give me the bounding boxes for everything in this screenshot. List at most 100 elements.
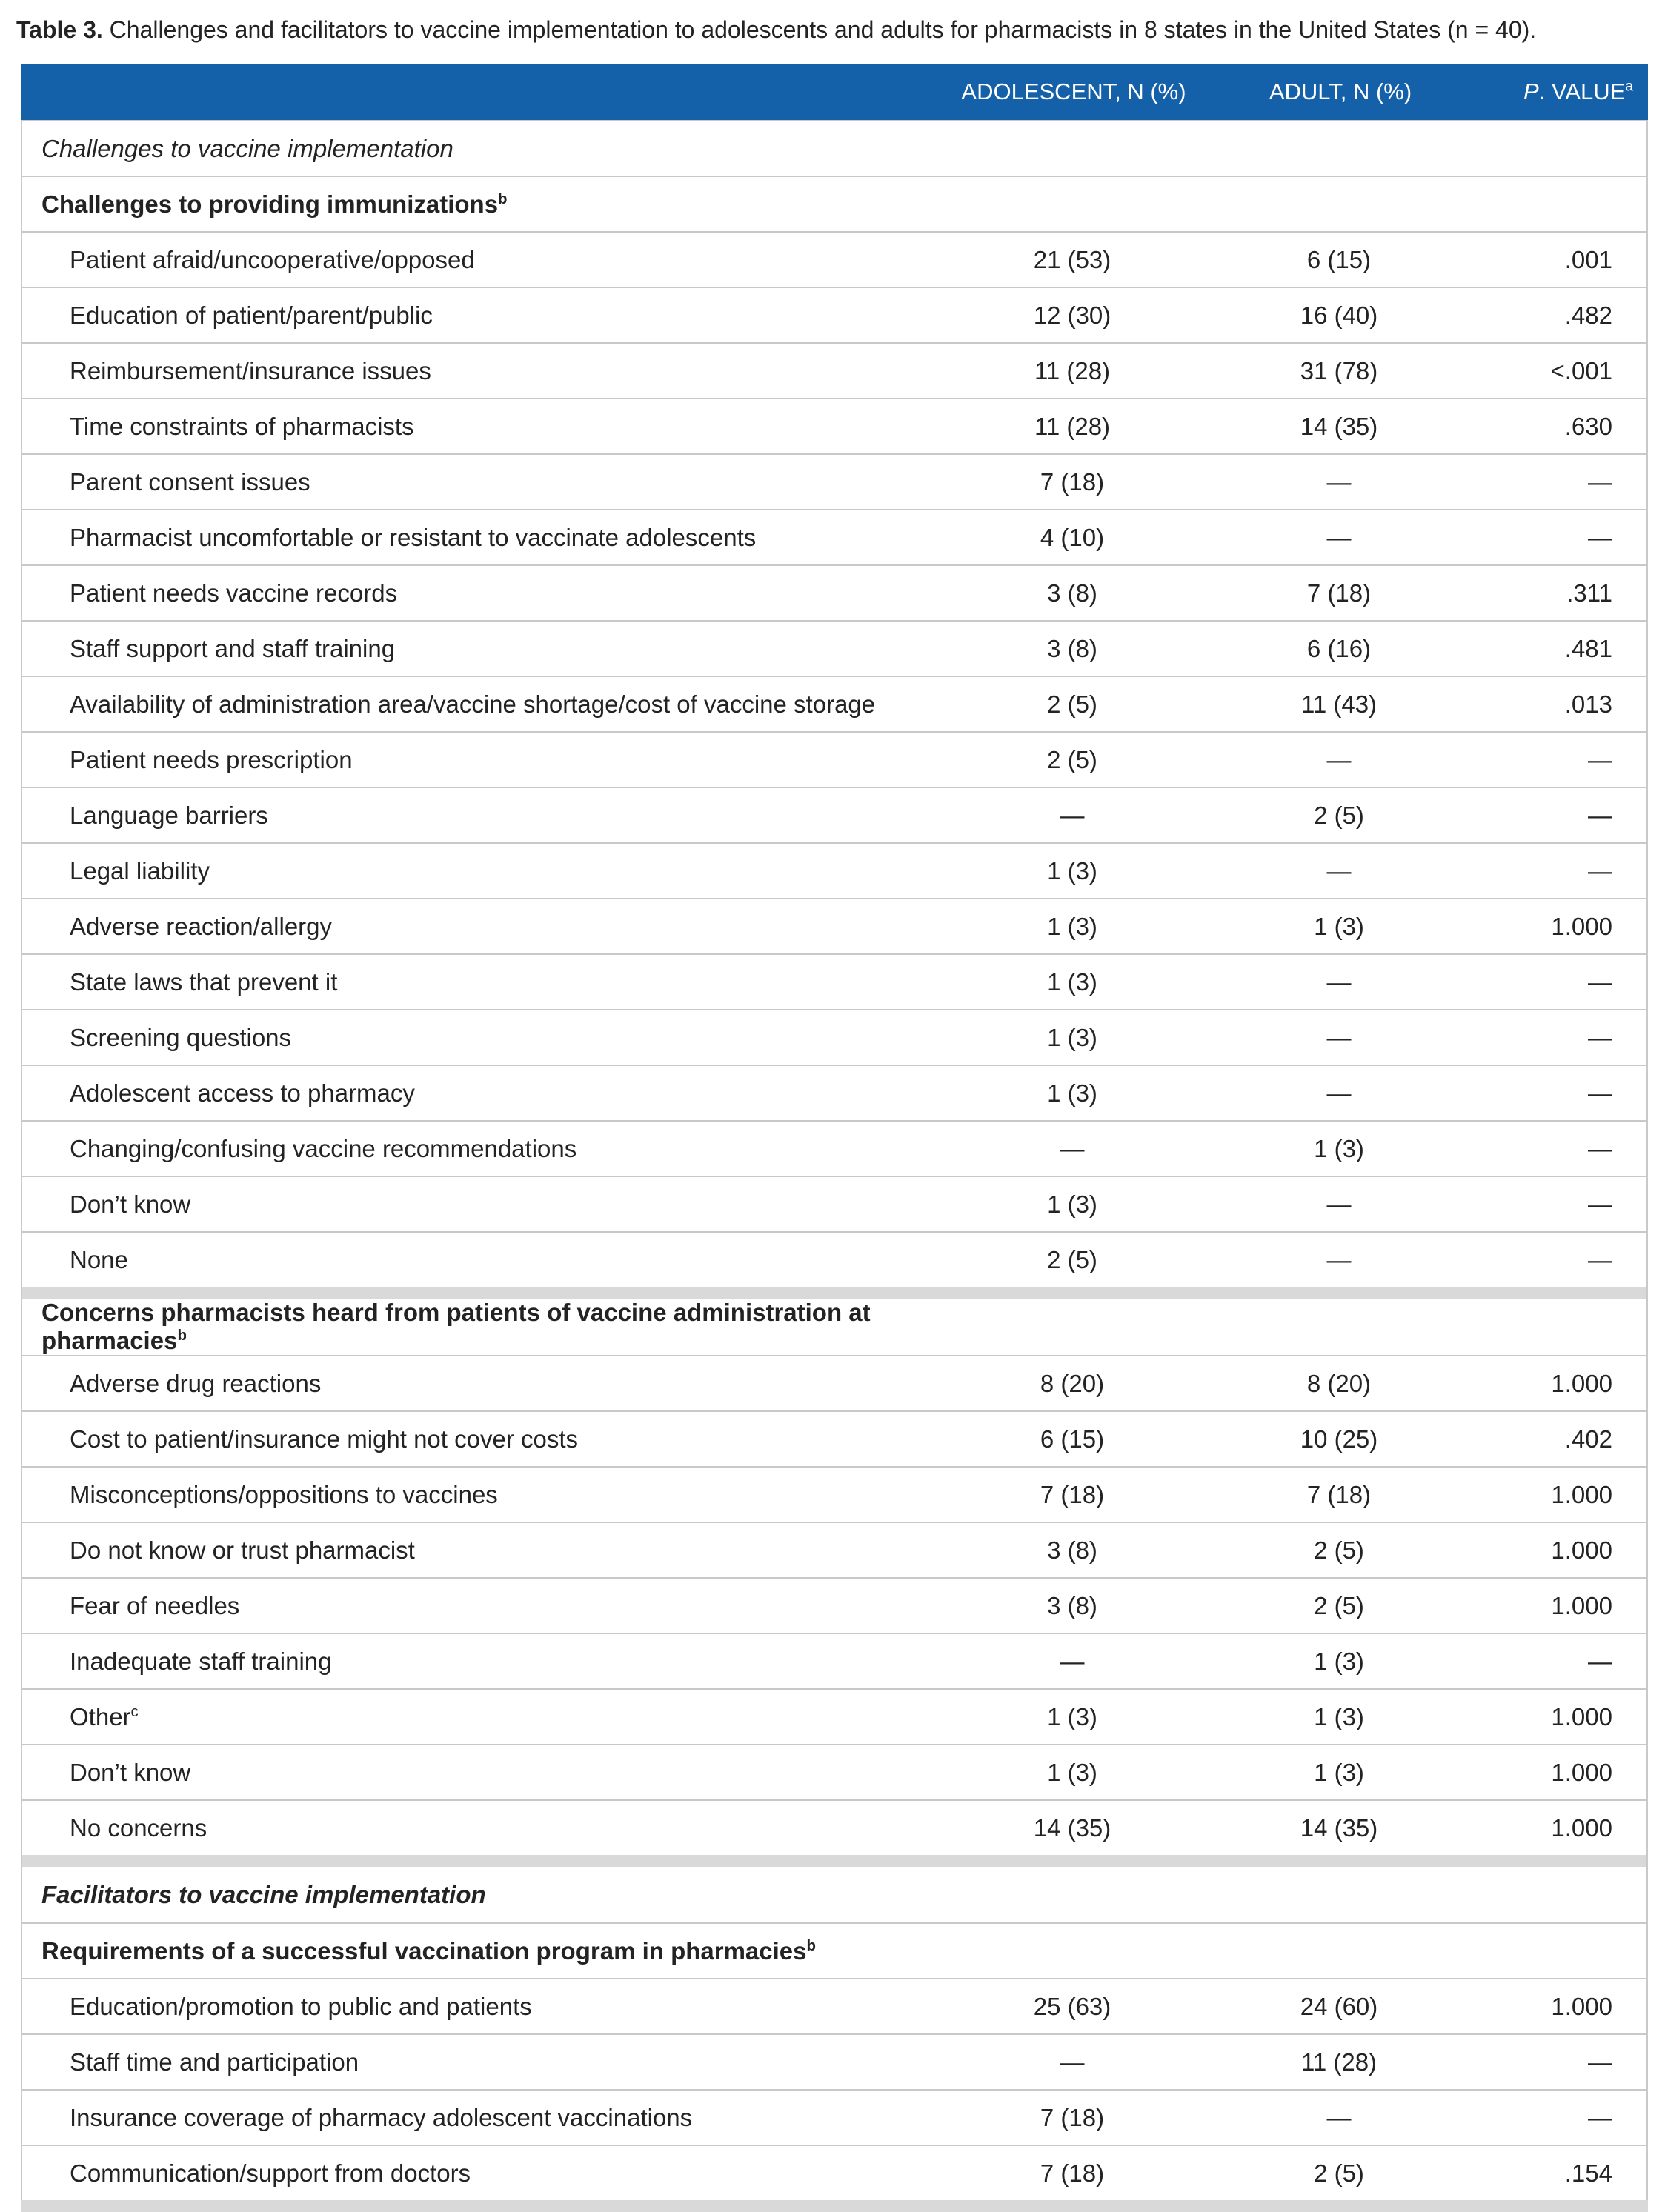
row-label: Adolescent access to pharmacy bbox=[70, 1079, 415, 1107]
row-label: Communication/support from doctors bbox=[70, 2159, 471, 2187]
adolescent-value: 3 (8) bbox=[1047, 579, 1097, 607]
pvalue-value: 1.000 bbox=[1551, 1758, 1612, 1786]
adult-value: 24 (60) bbox=[1300, 1992, 1378, 2020]
adult-value: — bbox=[1326, 1023, 1352, 1051]
pvalue-value: 1.000 bbox=[1551, 1480, 1612, 1508]
pvalue-value: 1.000 bbox=[1551, 1992, 1612, 2020]
row-label: Legal liability bbox=[70, 856, 210, 885]
row-label: Concerns pharmacists heard from patients… bbox=[41, 1299, 871, 1354]
row-label-superscript: b bbox=[806, 1936, 816, 1954]
adult-value: — bbox=[1326, 1190, 1352, 1218]
pvalue-value: — bbox=[1588, 801, 1612, 829]
table-row: Education/promotion to public and patien… bbox=[22, 1978, 1646, 2033]
adult-value: 2 (5) bbox=[1314, 1591, 1364, 1619]
row-label: Cost to patient/insurance might not cove… bbox=[70, 1425, 579, 1453]
adult-value: 6 (16) bbox=[1306, 634, 1372, 662]
adolescent-value: 8 (20) bbox=[1040, 1369, 1105, 1397]
adult-value: 7 (18) bbox=[1306, 579, 1372, 607]
row-label: Otherc bbox=[70, 1702, 139, 1730]
pvalue-value: — bbox=[1588, 2103, 1612, 2131]
adolescent-value: 1 (3) bbox=[1047, 856, 1097, 885]
adult-value: — bbox=[1326, 467, 1352, 496]
table-row: Patient needs prescription 2 (5) — — bbox=[22, 731, 1646, 787]
col-header-pvalue: P. VALUEa bbox=[1478, 79, 1648, 105]
section-divider bbox=[22, 1287, 1646, 1299]
table-row: Don’t know 1 (3) 1 (3) 1.000 bbox=[22, 1744, 1646, 1799]
adult-value: — bbox=[1326, 1079, 1352, 1107]
table-row: State laws that prevent it 1 (3) — — bbox=[22, 953, 1646, 1009]
adult-value: 2 (5) bbox=[1314, 801, 1364, 829]
adult-value: 2 (5) bbox=[1314, 2159, 1364, 2187]
pvalue-value: .001 bbox=[1564, 245, 1612, 273]
adult-value: 14 (35) bbox=[1300, 1813, 1378, 1842]
pvalue-value: 1.000 bbox=[1551, 1813, 1612, 1842]
adolescent-value: 1 (3) bbox=[1047, 1758, 1097, 1786]
pvalue-value: .311 bbox=[1566, 579, 1612, 607]
table-row: Adverse reaction/allergy 1 (3) 1 (3) 1.000 bbox=[22, 898, 1646, 953]
data-table: ADOLESCENT, N (%) ADULT, N (%) P. VALUEa… bbox=[21, 64, 1648, 2212]
row-label: Patient afraid/uncooperative/opposed bbox=[70, 245, 475, 273]
pvalue-value: 1.000 bbox=[1551, 1702, 1612, 1730]
adolescent-value: 11 (28) bbox=[1034, 412, 1111, 440]
adolescent-value: 25 (63) bbox=[1033, 1992, 1111, 2020]
adult-value: 11 (28) bbox=[1300, 2048, 1377, 2076]
table-row: Inadequate staff training — 1 (3) — bbox=[22, 1633, 1646, 1688]
pvalue-value: — bbox=[1588, 1079, 1612, 1107]
adult-value: — bbox=[1326, 523, 1352, 551]
pvalue-value: .013 bbox=[1564, 690, 1612, 718]
row-label: Fear of needles bbox=[70, 1591, 240, 1619]
row-label: Language barriers bbox=[70, 801, 268, 829]
row-label: Staff support and staff training bbox=[70, 634, 396, 662]
table-number: Table 3. bbox=[16, 16, 103, 43]
row-label: Screening questions bbox=[70, 1023, 292, 1051]
adolescent-value: 2 (5) bbox=[1047, 690, 1097, 718]
row-label: None bbox=[70, 1245, 128, 1273]
table-row: Misconceptions/oppositions to vaccines 7 … bbox=[22, 1466, 1646, 1522]
table-row: No concerns 14 (35) 14 (35) 1.000 bbox=[22, 1799, 1646, 1855]
pvalue-value: — bbox=[1588, 856, 1612, 885]
adolescent-value: 1 (3) bbox=[1047, 1190, 1097, 1218]
adolescent-value: 6 (15) bbox=[1040, 1425, 1105, 1453]
adolescent-value: — bbox=[1060, 2048, 1085, 2076]
adult-value: — bbox=[1326, 967, 1352, 996]
table-row: Time constraints of pharmacists 11 (28) 14… bbox=[22, 398, 1646, 453]
adult-value: — bbox=[1326, 856, 1352, 885]
pvalue-value: .630 bbox=[1564, 412, 1612, 440]
row-label-superscript: c bbox=[130, 1702, 139, 1720]
adult-value: 31 (78) bbox=[1300, 356, 1378, 384]
adolescent-value: 2 (5) bbox=[1047, 745, 1097, 773]
adult-value: 7 (18) bbox=[1306, 1480, 1372, 1508]
pvalue-value: — bbox=[1588, 1190, 1612, 1218]
adolescent-value: 2 (5) bbox=[1047, 1245, 1097, 1273]
adult-value: — bbox=[1326, 1245, 1352, 1273]
row-label-superscript: b bbox=[498, 190, 508, 207]
adolescent-value: 3 (8) bbox=[1047, 634, 1097, 662]
row-label: Facilitators to vaccine implementation bbox=[41, 1880, 486, 1908]
row-label: Adverse drug reactions bbox=[70, 1369, 322, 1397]
table-row: Fear of needles 3 (8) 2 (5) 1.000 bbox=[22, 1577, 1646, 1633]
table-row: Do not know or trust pharmacist 3 (8) 2 (5… bbox=[22, 1522, 1646, 1577]
row-label: Parent consent issues bbox=[70, 467, 310, 496]
row-label: Insurance coverage of pharmacy adolescen… bbox=[70, 2103, 693, 2131]
section-header-row: Requirements of a successful vaccination… bbox=[22, 1922, 1646, 1978]
adolescent-value: 11 (28) bbox=[1034, 356, 1111, 384]
adolescent-value: 1 (3) bbox=[1047, 912, 1097, 940]
adult-value: 11 (43) bbox=[1300, 690, 1377, 718]
pvalue-value: 1.000 bbox=[1551, 1369, 1612, 1397]
pvalue-value: .402 bbox=[1564, 1425, 1612, 1453]
adult-value: 1 (3) bbox=[1314, 1758, 1364, 1786]
adolescent-value: 7 (18) bbox=[1040, 467, 1105, 496]
table-row: Communication/support from doctors 7 (18)… bbox=[22, 2145, 1646, 2200]
section-header-row: Challenges to vaccine implementation bbox=[22, 120, 1646, 176]
table-row: Staff support and staff training 3 (8) 6 (… bbox=[22, 620, 1646, 676]
row-label: Reimbursement/insurance issues bbox=[70, 356, 431, 384]
row-label: No concerns bbox=[70, 1813, 207, 1842]
adult-value: 1 (3) bbox=[1314, 1134, 1364, 1162]
section-header-row: Facilitators to vaccine implementation bbox=[22, 1867, 1646, 1922]
adolescent-value: 7 (18) bbox=[1040, 1480, 1105, 1508]
pvalue-superscript: a bbox=[1625, 79, 1633, 95]
row-label: Don’t know bbox=[70, 1190, 191, 1218]
row-label: Availability of administration area/vacc… bbox=[70, 690, 876, 718]
row-label: Challenges to vaccine implementation bbox=[41, 134, 453, 162]
table-row: Education of patient/parent/public 12 (30… bbox=[22, 287, 1646, 342]
